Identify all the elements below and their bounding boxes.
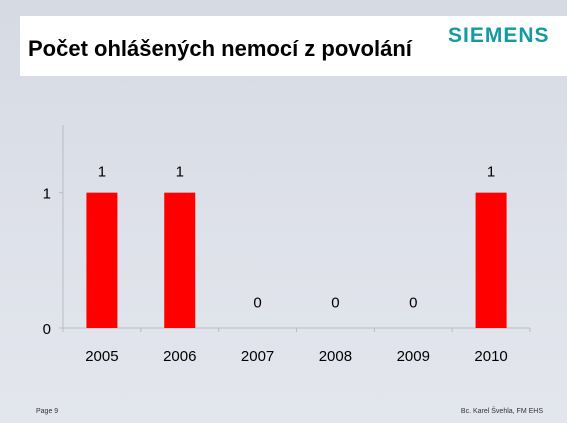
data-label: 0	[331, 295, 339, 312]
data-label: 0	[253, 295, 261, 312]
x-tick-label: 2006	[163, 348, 196, 365]
x-tick-label: 2007	[241, 348, 274, 365]
chart-bars	[86, 192, 507, 328]
data-label: 1	[98, 164, 106, 181]
bar	[475, 192, 507, 328]
y-tick-label: 1	[43, 186, 51, 203]
x-tick-label: 2005	[85, 348, 118, 365]
x-tick-label: 2009	[397, 348, 430, 365]
chart-axes	[59, 125, 531, 332]
data-label: 1	[176, 164, 184, 181]
bar	[86, 192, 118, 328]
bar	[164, 192, 196, 328]
data-label: 0	[409, 295, 417, 312]
author-credit: Bc. Karel Švehla, FM EHS	[460, 408, 543, 415]
title-band	[20, 16, 567, 76]
x-tick-label: 2010	[474, 348, 507, 365]
x-tick-label: 2008	[319, 348, 352, 365]
chart-labels: 0 1 1 2005 1 2006 0 2007 0 2008 0 2009 1 2010	[43, 164, 508, 365]
y-tick-label: 0	[43, 321, 51, 338]
page-number: Page 9	[36, 408, 59, 415]
page-title: Počet ohlášených nemocí z povolání	[28, 36, 412, 61]
siemens-logo: SIEMENS	[448, 24, 550, 47]
data-label: 1	[487, 164, 495, 181]
